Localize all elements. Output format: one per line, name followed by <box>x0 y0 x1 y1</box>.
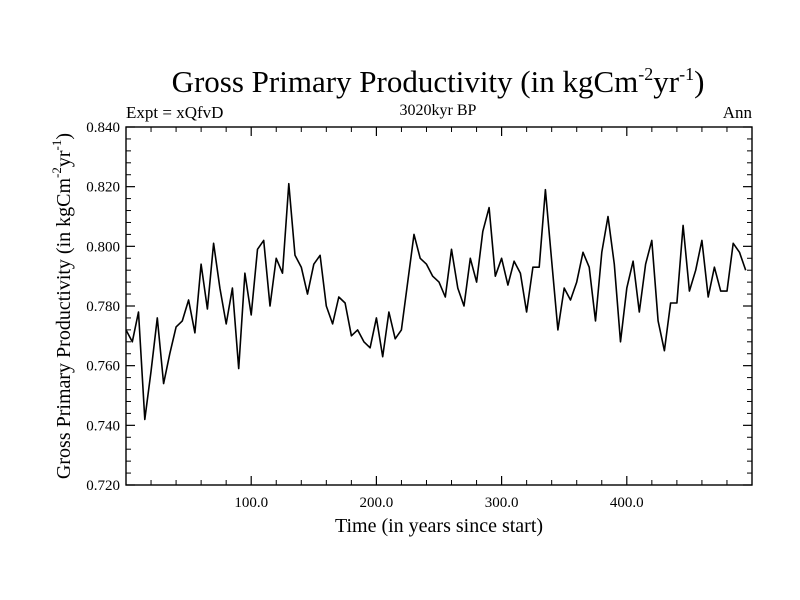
experiment-label: Expt = xQfvD <box>126 103 223 122</box>
y-tick-label: 0.760 <box>86 359 120 375</box>
x-tick-label: 400.0 <box>610 495 644 511</box>
chart-subtitle: 3020kyr BP <box>400 102 477 119</box>
season-label: Ann <box>723 103 753 122</box>
y-tick-label: 0.800 <box>86 239 120 255</box>
x-tick-label: 100.0 <box>234 495 268 511</box>
y-tick-label: 0.820 <box>86 180 120 196</box>
y-tick-label: 0.740 <box>86 418 120 434</box>
series-line-0 <box>125 182 747 421</box>
x-axis-label: Time (in years since start) <box>335 515 543 537</box>
y-axis-label: Gross Primary Productivity (in kgCm-2yr-… <box>49 133 75 479</box>
chart-title: Gross Primary Productivity (in kgCm-2yr-… <box>172 64 705 99</box>
y-tick-label: 0.720 <box>86 478 120 494</box>
plot-area: 100.0 200.0 300.0 400.0 0.720 0.740 0.760 0.780… <box>86 120 753 511</box>
plot-frame <box>125 126 753 486</box>
x-tick-label: 300.0 <box>485 495 519 511</box>
x-tick-label: 200.0 <box>360 495 394 511</box>
y-tick-label: 0.780 <box>86 299 120 315</box>
y-tick-label: 0.840 <box>86 120 120 136</box>
